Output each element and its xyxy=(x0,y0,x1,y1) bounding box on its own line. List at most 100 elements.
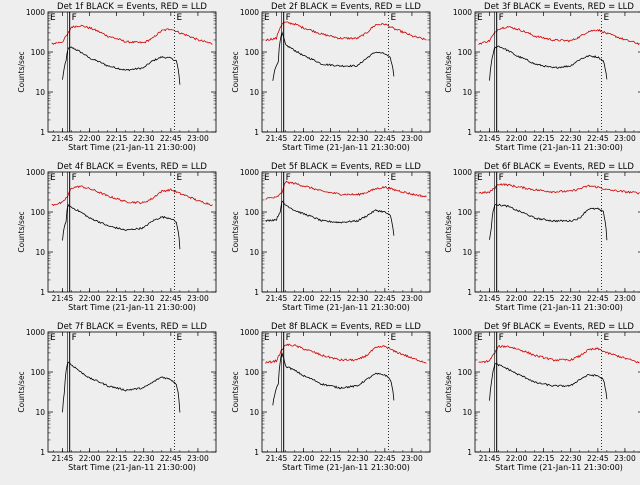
x-tick-label: 22:30 xyxy=(133,134,155,143)
x-tick-label: 22:30 xyxy=(560,294,582,303)
y-tick-label: 100 xyxy=(245,368,260,377)
events-series-line xyxy=(62,360,181,413)
subplot-title: Det 7f BLACK = Events, RED = LLD xyxy=(57,322,207,332)
x-axis-label: Start Time (21-Jan-11 21:30:00) xyxy=(282,463,410,472)
events-series-line xyxy=(62,46,181,85)
y-tick-label: 1 xyxy=(467,448,472,457)
y-tick-label: 1 xyxy=(40,448,45,457)
y-axis-label: Counts/sec xyxy=(444,371,453,412)
x-tick-label: 22:45 xyxy=(587,134,609,143)
subplot-title: Det 1f BLACK = Events, RED = LLD xyxy=(57,2,207,12)
series-group xyxy=(478,25,640,81)
y-tick-label: 10 xyxy=(462,408,472,417)
x-tick-label: 23:00 xyxy=(401,134,423,143)
y-tick-label: 1 xyxy=(40,288,45,297)
x-tick-label: 22:15 xyxy=(320,294,342,303)
y-tick-label: 1000 xyxy=(26,168,45,177)
y-tick-label: 1 xyxy=(467,288,472,297)
y-tick-label: 100 xyxy=(458,48,473,57)
plot-frame xyxy=(474,11,640,133)
y-axis-label: Counts/sec xyxy=(444,51,453,92)
x-tick-label: 21:45 xyxy=(479,294,501,303)
x-tick-label: 22:30 xyxy=(347,134,369,143)
x-tick-label: 21:45 xyxy=(479,454,501,463)
subplot-title: Det 4f BLACK = Events, RED = LLD xyxy=(57,162,207,172)
x-axis-label: Start Time (21-Jan-11 21:30:00) xyxy=(495,463,623,472)
x-tick-label: 21:45 xyxy=(52,454,74,463)
plot-frame xyxy=(474,331,640,453)
x-axis-label: Start Time (21-Jan-11 21:30:00) xyxy=(495,303,623,312)
y-tick-label: 1000 xyxy=(453,8,472,17)
series-group xyxy=(51,24,213,85)
plot-frame xyxy=(261,171,431,293)
events-series-line xyxy=(489,45,608,81)
marker-E-label: E xyxy=(50,333,56,343)
marker-F-label: F xyxy=(72,13,77,23)
marker-E-label: E xyxy=(176,173,182,183)
series-group xyxy=(265,21,427,81)
x-tick-label: 21:45 xyxy=(266,294,288,303)
marker-F-label: F xyxy=(499,173,504,183)
marker-E-label: E xyxy=(50,13,56,23)
subplot-title: Det 9f BLACK = Events, RED = LLD xyxy=(484,322,634,332)
marker-E-label: E xyxy=(176,333,182,343)
marker-E-label: E xyxy=(176,13,182,23)
series-group xyxy=(62,332,181,413)
marker-E-label: E xyxy=(477,13,483,23)
x-tick-label: 22:15 xyxy=(106,134,128,143)
x-axis-label: Start Time (21-Jan-11 21:30:00) xyxy=(68,463,196,472)
x-tick-label: 22:30 xyxy=(347,294,369,303)
y-tick-label: 1 xyxy=(254,288,259,297)
marker-F-label: F xyxy=(72,173,77,183)
x-tick-label: 23:00 xyxy=(187,294,209,303)
x-tick-label: 22:30 xyxy=(560,454,582,463)
x-tick-label: 22:30 xyxy=(347,454,369,463)
x-tick-label: 21:45 xyxy=(52,134,74,143)
x-tick-label: 22:15 xyxy=(320,134,342,143)
y-tick-label: 1000 xyxy=(240,328,259,337)
plot-frame xyxy=(261,331,431,453)
x-tick-label: 22:45 xyxy=(374,134,396,143)
y-axis-label: Counts/sec xyxy=(231,51,240,92)
marker-E-label: E xyxy=(603,333,609,343)
marker-F-label: F xyxy=(286,173,291,183)
y-axis-label: Counts/sec xyxy=(17,211,26,252)
x-tick-label: 22:00 xyxy=(79,134,101,143)
x-tick-label: 21:45 xyxy=(266,454,288,463)
lld-series-line xyxy=(478,345,640,364)
lld-series-line xyxy=(51,185,213,207)
y-tick-label: 100 xyxy=(31,208,46,217)
marker-E-label: E xyxy=(390,333,396,343)
x-tick-label: 22:45 xyxy=(374,454,396,463)
x-tick-label: 23:00 xyxy=(401,454,423,463)
events-series-line xyxy=(265,200,395,236)
x-axis-label: Start Time (21-Jan-11 21:30:00) xyxy=(68,303,196,312)
x-tick-label: 22:00 xyxy=(293,134,315,143)
marker-F-label: F xyxy=(286,333,291,343)
y-tick-label: 1 xyxy=(254,448,259,457)
x-tick-label: 22:30 xyxy=(133,454,155,463)
y-tick-label: 10 xyxy=(462,88,472,97)
y-axis-label: Counts/sec xyxy=(444,211,453,252)
x-tick-label: 22:00 xyxy=(506,294,528,303)
x-axis-label: Start Time (21-Jan-11 21:30:00) xyxy=(495,143,623,152)
series-group xyxy=(265,180,427,236)
marker-E-label: E xyxy=(264,173,270,183)
x-tick-label: 22:30 xyxy=(133,294,155,303)
y-tick-label: 1000 xyxy=(26,328,45,337)
y-tick-label: 1000 xyxy=(453,328,472,337)
subplot-title: Det 8f BLACK = Events, RED = LLD xyxy=(271,322,421,332)
plot-frame xyxy=(261,11,431,133)
marker-E-label: E xyxy=(390,173,396,183)
y-tick-label: 10 xyxy=(35,408,45,417)
lld-series-line xyxy=(51,24,213,45)
x-axis-label: Start Time (21-Jan-11 21:30:00) xyxy=(68,143,196,152)
y-axis-label: Counts/sec xyxy=(17,51,26,92)
x-tick-label: 21:45 xyxy=(52,294,74,303)
x-tick-label: 22:15 xyxy=(320,454,342,463)
y-tick-label: 10 xyxy=(462,248,472,257)
